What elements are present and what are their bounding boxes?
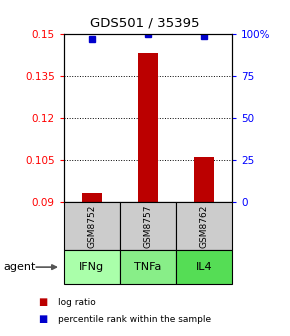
Text: GSM8762: GSM8762 xyxy=(200,204,209,248)
Text: IFNg: IFNg xyxy=(79,262,104,272)
Bar xyxy=(194,157,214,202)
Bar xyxy=(82,193,102,202)
Text: ■: ■ xyxy=(38,314,47,324)
Text: GDS501 / 35395: GDS501 / 35395 xyxy=(90,17,200,30)
Text: agent: agent xyxy=(3,262,35,272)
Text: GSM8752: GSM8752 xyxy=(87,204,96,248)
Text: ■: ■ xyxy=(38,297,47,307)
Text: IL4: IL4 xyxy=(196,262,212,272)
Text: TNFa: TNFa xyxy=(134,262,162,272)
Text: log ratio: log ratio xyxy=(58,298,96,307)
Text: percentile rank within the sample: percentile rank within the sample xyxy=(58,315,211,324)
Text: GSM8757: GSM8757 xyxy=(143,204,153,248)
Bar xyxy=(138,53,158,202)
